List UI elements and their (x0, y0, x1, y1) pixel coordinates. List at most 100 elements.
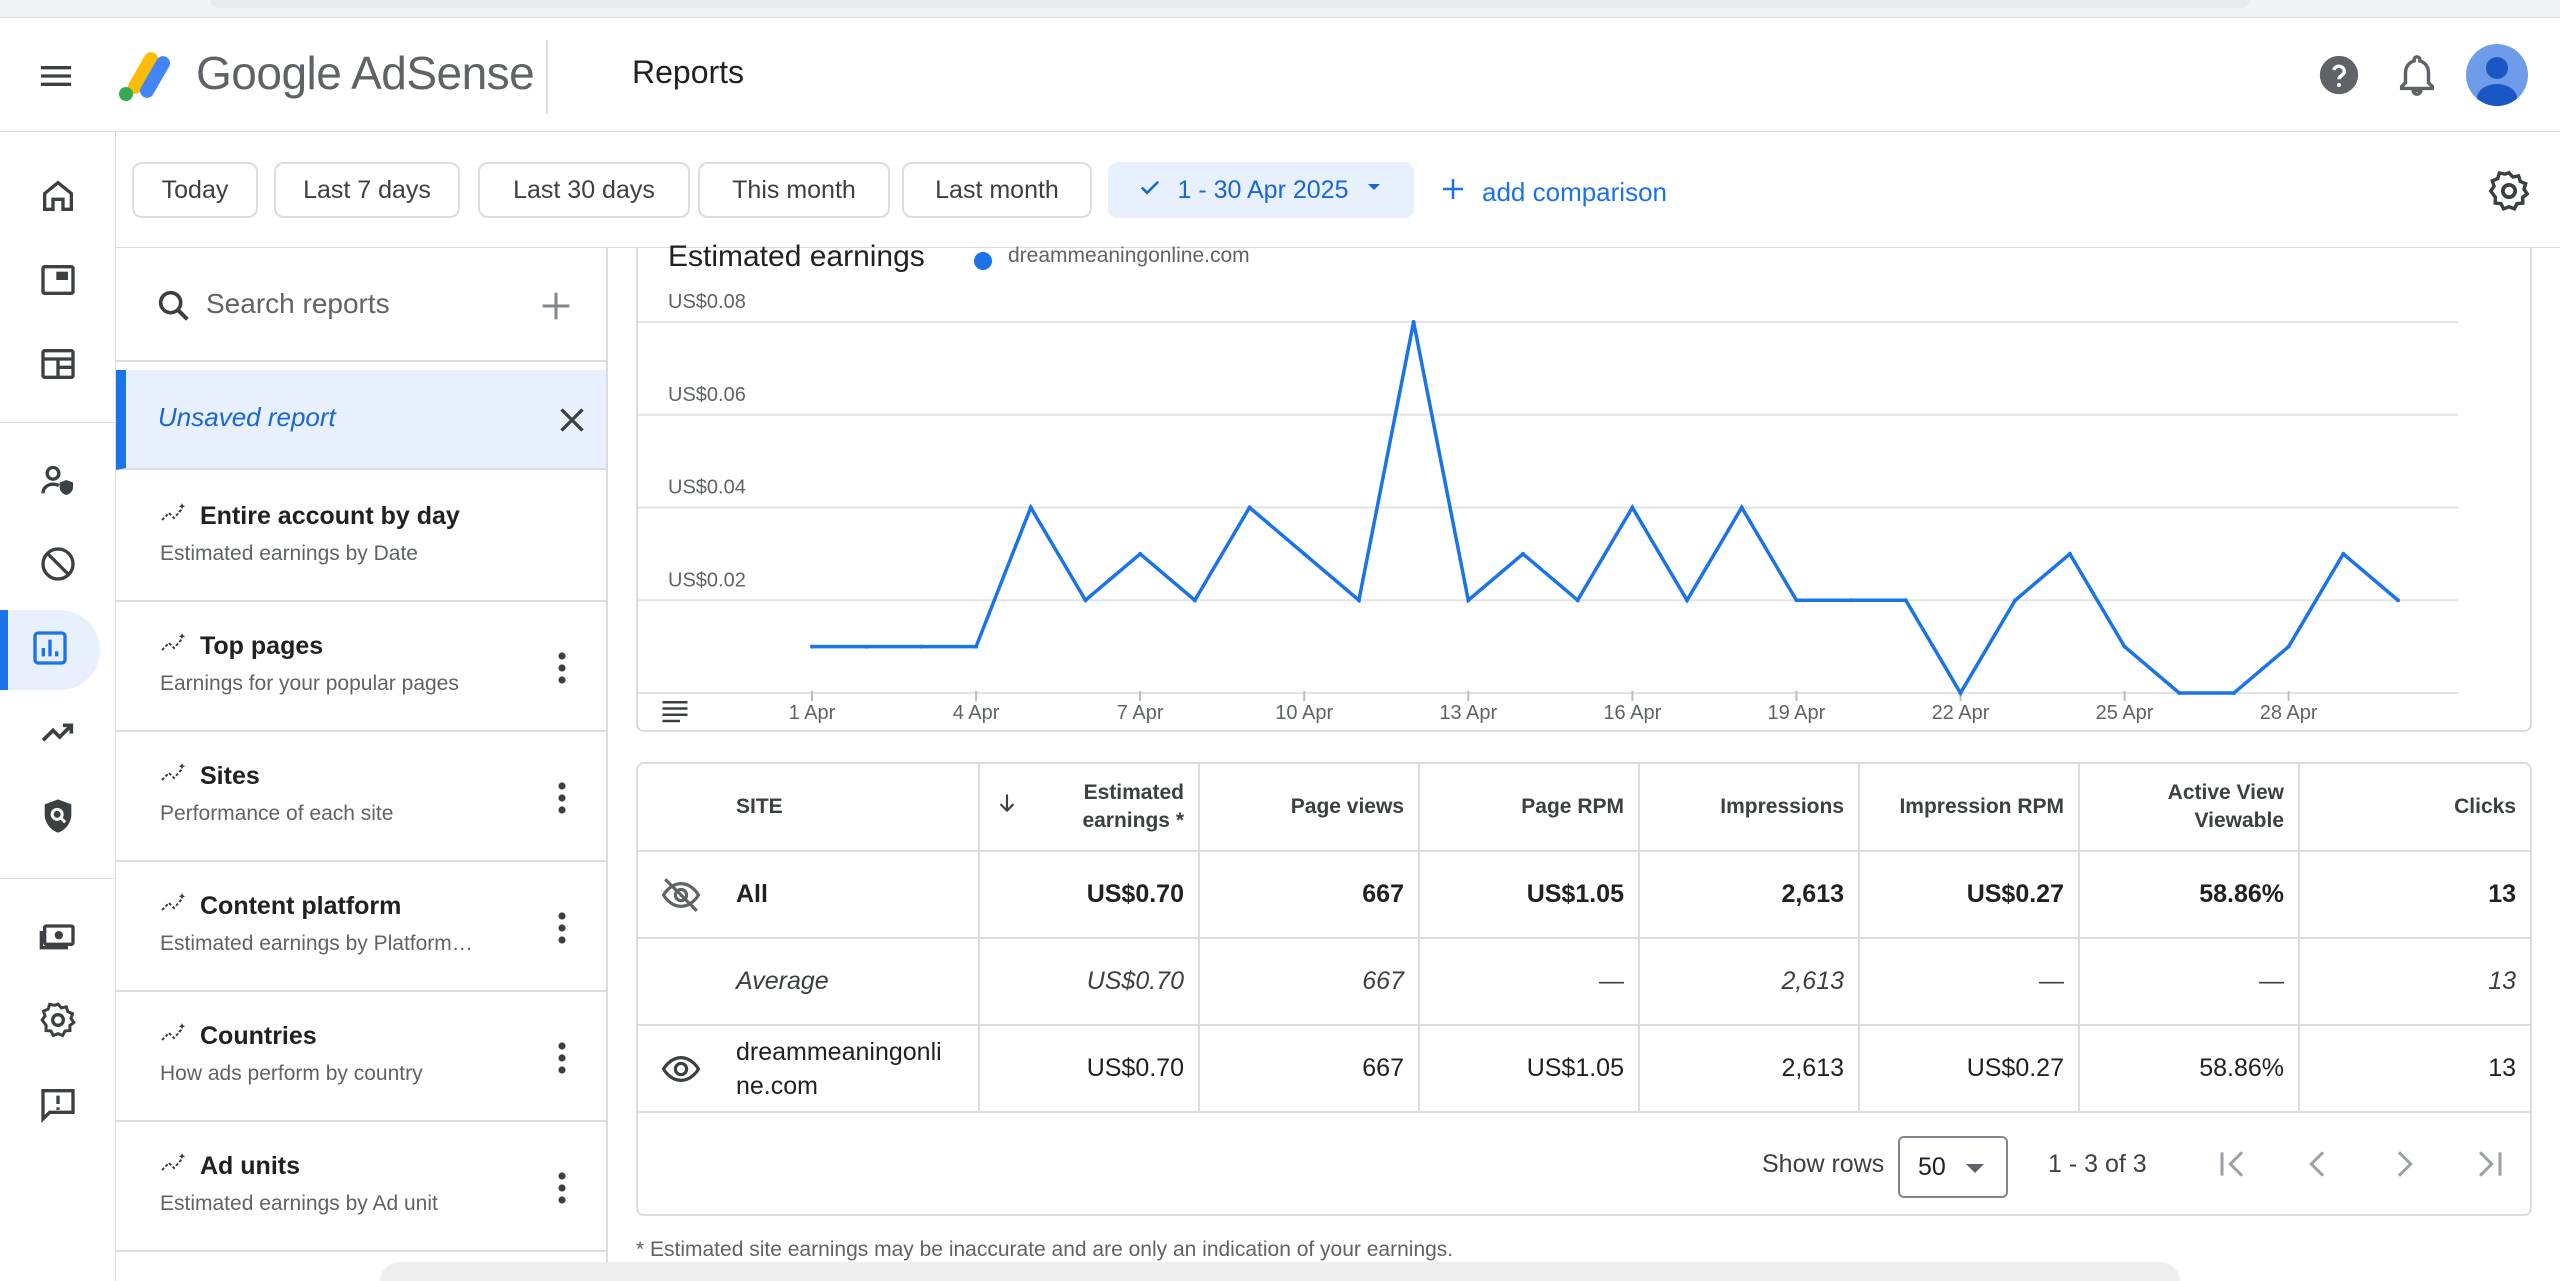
site-name[interactable]: dreammeaningonli ne.com (736, 1035, 942, 1103)
report-item-entire-account-by-day[interactable]: Entire account by day Estimated earnings … (116, 472, 606, 602)
privacy-icon (38, 460, 78, 505)
column-header-impression-rpm[interactable]: Impression RPM (1860, 764, 2080, 850)
table-cell: US$0.27 (1860, 1026, 2080, 1111)
new-report-plus-icon[interactable] (536, 286, 576, 326)
more-options-icon[interactable] (548, 908, 576, 948)
chip-today[interactable]: Today (132, 162, 258, 218)
nav-blocking-controls[interactable] (0, 526, 116, 606)
data-point (1630, 505, 1635, 510)
active-view-header-label: Active View Viewable (2167, 781, 2284, 832)
nav-reports[interactable] (0, 610, 100, 690)
account-avatar[interactable] (2466, 44, 2528, 106)
rows-per-page-select[interactable]: 50 (1898, 1136, 2008, 1198)
notifications-icon[interactable] (2394, 52, 2440, 98)
column-header-clicks[interactable]: Clicks (2454, 795, 2516, 818)
menu-icon[interactable] (36, 56, 76, 96)
sites-table: SITE Estimated earnings * Page views Pag… (636, 762, 2532, 1216)
add-comparison-button[interactable]: add comparison (1438, 174, 1667, 210)
data-point (1302, 551, 1307, 556)
data-point (1138, 551, 1143, 556)
nav-sites[interactable] (0, 326, 116, 406)
legend-swatch (974, 252, 992, 270)
chart-table-toggle-icon[interactable] (660, 698, 690, 724)
visibility-icon[interactable] (660, 1048, 702, 1097)
x-tick-label: 13 Apr (1439, 702, 1497, 724)
x-tick-label: 4 Apr (953, 702, 1000, 724)
chip-last-30-days[interactable]: Last 30 days (478, 162, 690, 218)
search-reports-input[interactable]: Search reports (206, 288, 390, 319)
ads-icon (38, 260, 78, 305)
x-tick-label: 28 Apr (2260, 702, 2318, 724)
nav-home[interactable] (0, 158, 116, 238)
site-cell: All (638, 852, 980, 937)
data-point (2286, 644, 2291, 649)
column-header-page-rpm[interactable]: Page RPM (1420, 764, 1640, 850)
report-item-ad-units[interactable]: Ad units Estimated earnings by Ad unit (116, 1122, 606, 1252)
data-point (2396, 598, 2400, 603)
home-icon (38, 176, 78, 221)
nav-policy-center[interactable] (0, 778, 116, 858)
last-page-icon[interactable] (2470, 1144, 2510, 1184)
feedback-icon (38, 1084, 78, 1129)
next-page-icon[interactable] (2384, 1144, 2424, 1184)
nav-rail (0, 132, 116, 1281)
browser-address-bar (210, 0, 2250, 8)
report-title: Sites (200, 762, 260, 790)
data-point (1520, 551, 1525, 556)
page-range-info: 1 - 3 of 3 (2048, 1150, 2147, 1178)
nav-account[interactable] (0, 982, 116, 1062)
column-header-active-view-viewable[interactable]: Active View Viewable (2080, 764, 2300, 850)
more-options-icon[interactable] (548, 1038, 576, 1078)
more-options-icon[interactable] (548, 648, 576, 688)
chip-last-7-days[interactable]: Last 7 days (274, 162, 460, 218)
data-point (919, 644, 924, 649)
brand-name: Google AdSense (196, 47, 535, 99)
unsaved-report-item[interactable]: Unsaved report (116, 370, 606, 470)
nav-privacy-messaging[interactable] (0, 442, 116, 522)
data-point (810, 644, 814, 649)
visibility-off-icon[interactable] (660, 874, 702, 923)
earnings-footnote: * Estimated site earnings may be inaccur… (636, 1238, 1454, 1261)
nav-feedback[interactable] (0, 1066, 116, 1146)
help-icon[interactable] (2316, 52, 2362, 98)
nav-payments[interactable] (0, 898, 116, 978)
previous-page-icon[interactable] (2298, 1144, 2338, 1184)
table-cell: US$1.05 (1420, 1026, 1640, 1111)
table-cell: — (1860, 939, 2080, 1024)
app-header: Google AdSense Reports (0, 18, 2560, 132)
report-subtitle: Earnings for your popular pages (160, 672, 459, 695)
table-row: dreammeaningonli ne.com US$0.70 667 US$1.05 2… (638, 1026, 2530, 1113)
report-item-content-platform[interactable]: Content platform Estimated earnings by Pl… (116, 862, 606, 992)
site-cell: dreammeaningonli ne.com (638, 1026, 980, 1111)
x-tick-label: 10 Apr (1275, 702, 1333, 724)
report-settings-icon[interactable] (2486, 168, 2532, 214)
nav-optimization[interactable] (0, 694, 116, 774)
report-item-top-pages[interactable]: Top pages Earnings for your popular pages (116, 602, 606, 732)
chip-last-month[interactable]: Last month (902, 162, 1092, 218)
legend-label: dreammeaningonline.com (1008, 244, 1250, 267)
nav-ads[interactable] (0, 242, 116, 322)
more-options-icon[interactable] (548, 778, 576, 818)
report-item-countries[interactable]: Countries How ads perform by country (116, 992, 606, 1122)
data-point (1083, 598, 1088, 603)
column-header-impressions[interactable]: Impressions (1640, 764, 1860, 850)
table-cell: US$1.05 (1420, 852, 1640, 937)
more-options-icon[interactable] (548, 1168, 576, 1208)
site-name: All (736, 880, 768, 908)
table-cell: 2,613 (1640, 939, 1860, 1024)
close-icon[interactable] (554, 402, 590, 438)
column-header-estimated-earnings[interactable]: Estimated earnings * (980, 764, 1200, 850)
check-icon (1136, 173, 1164, 208)
series-line (812, 321, 2400, 697)
x-tick-label: 7 Apr (1117, 702, 1164, 724)
chip-this-month[interactable]: This month (698, 162, 890, 218)
sites-icon (38, 344, 78, 389)
column-header-site[interactable]: SITE (638, 764, 980, 850)
report-item-sites[interactable]: Sites Performance of each site (116, 732, 606, 862)
auto-report-icon (160, 500, 190, 526)
date-range-selector[interactable]: 1 - 30 Apr 2025 (1108, 162, 1414, 218)
column-header-page-views[interactable]: Page views (1200, 764, 1420, 850)
y-tick-label: US$0.02 (668, 569, 746, 591)
first-page-icon[interactable] (2212, 1144, 2252, 1184)
chart-title: Estimated earnings (668, 240, 925, 273)
